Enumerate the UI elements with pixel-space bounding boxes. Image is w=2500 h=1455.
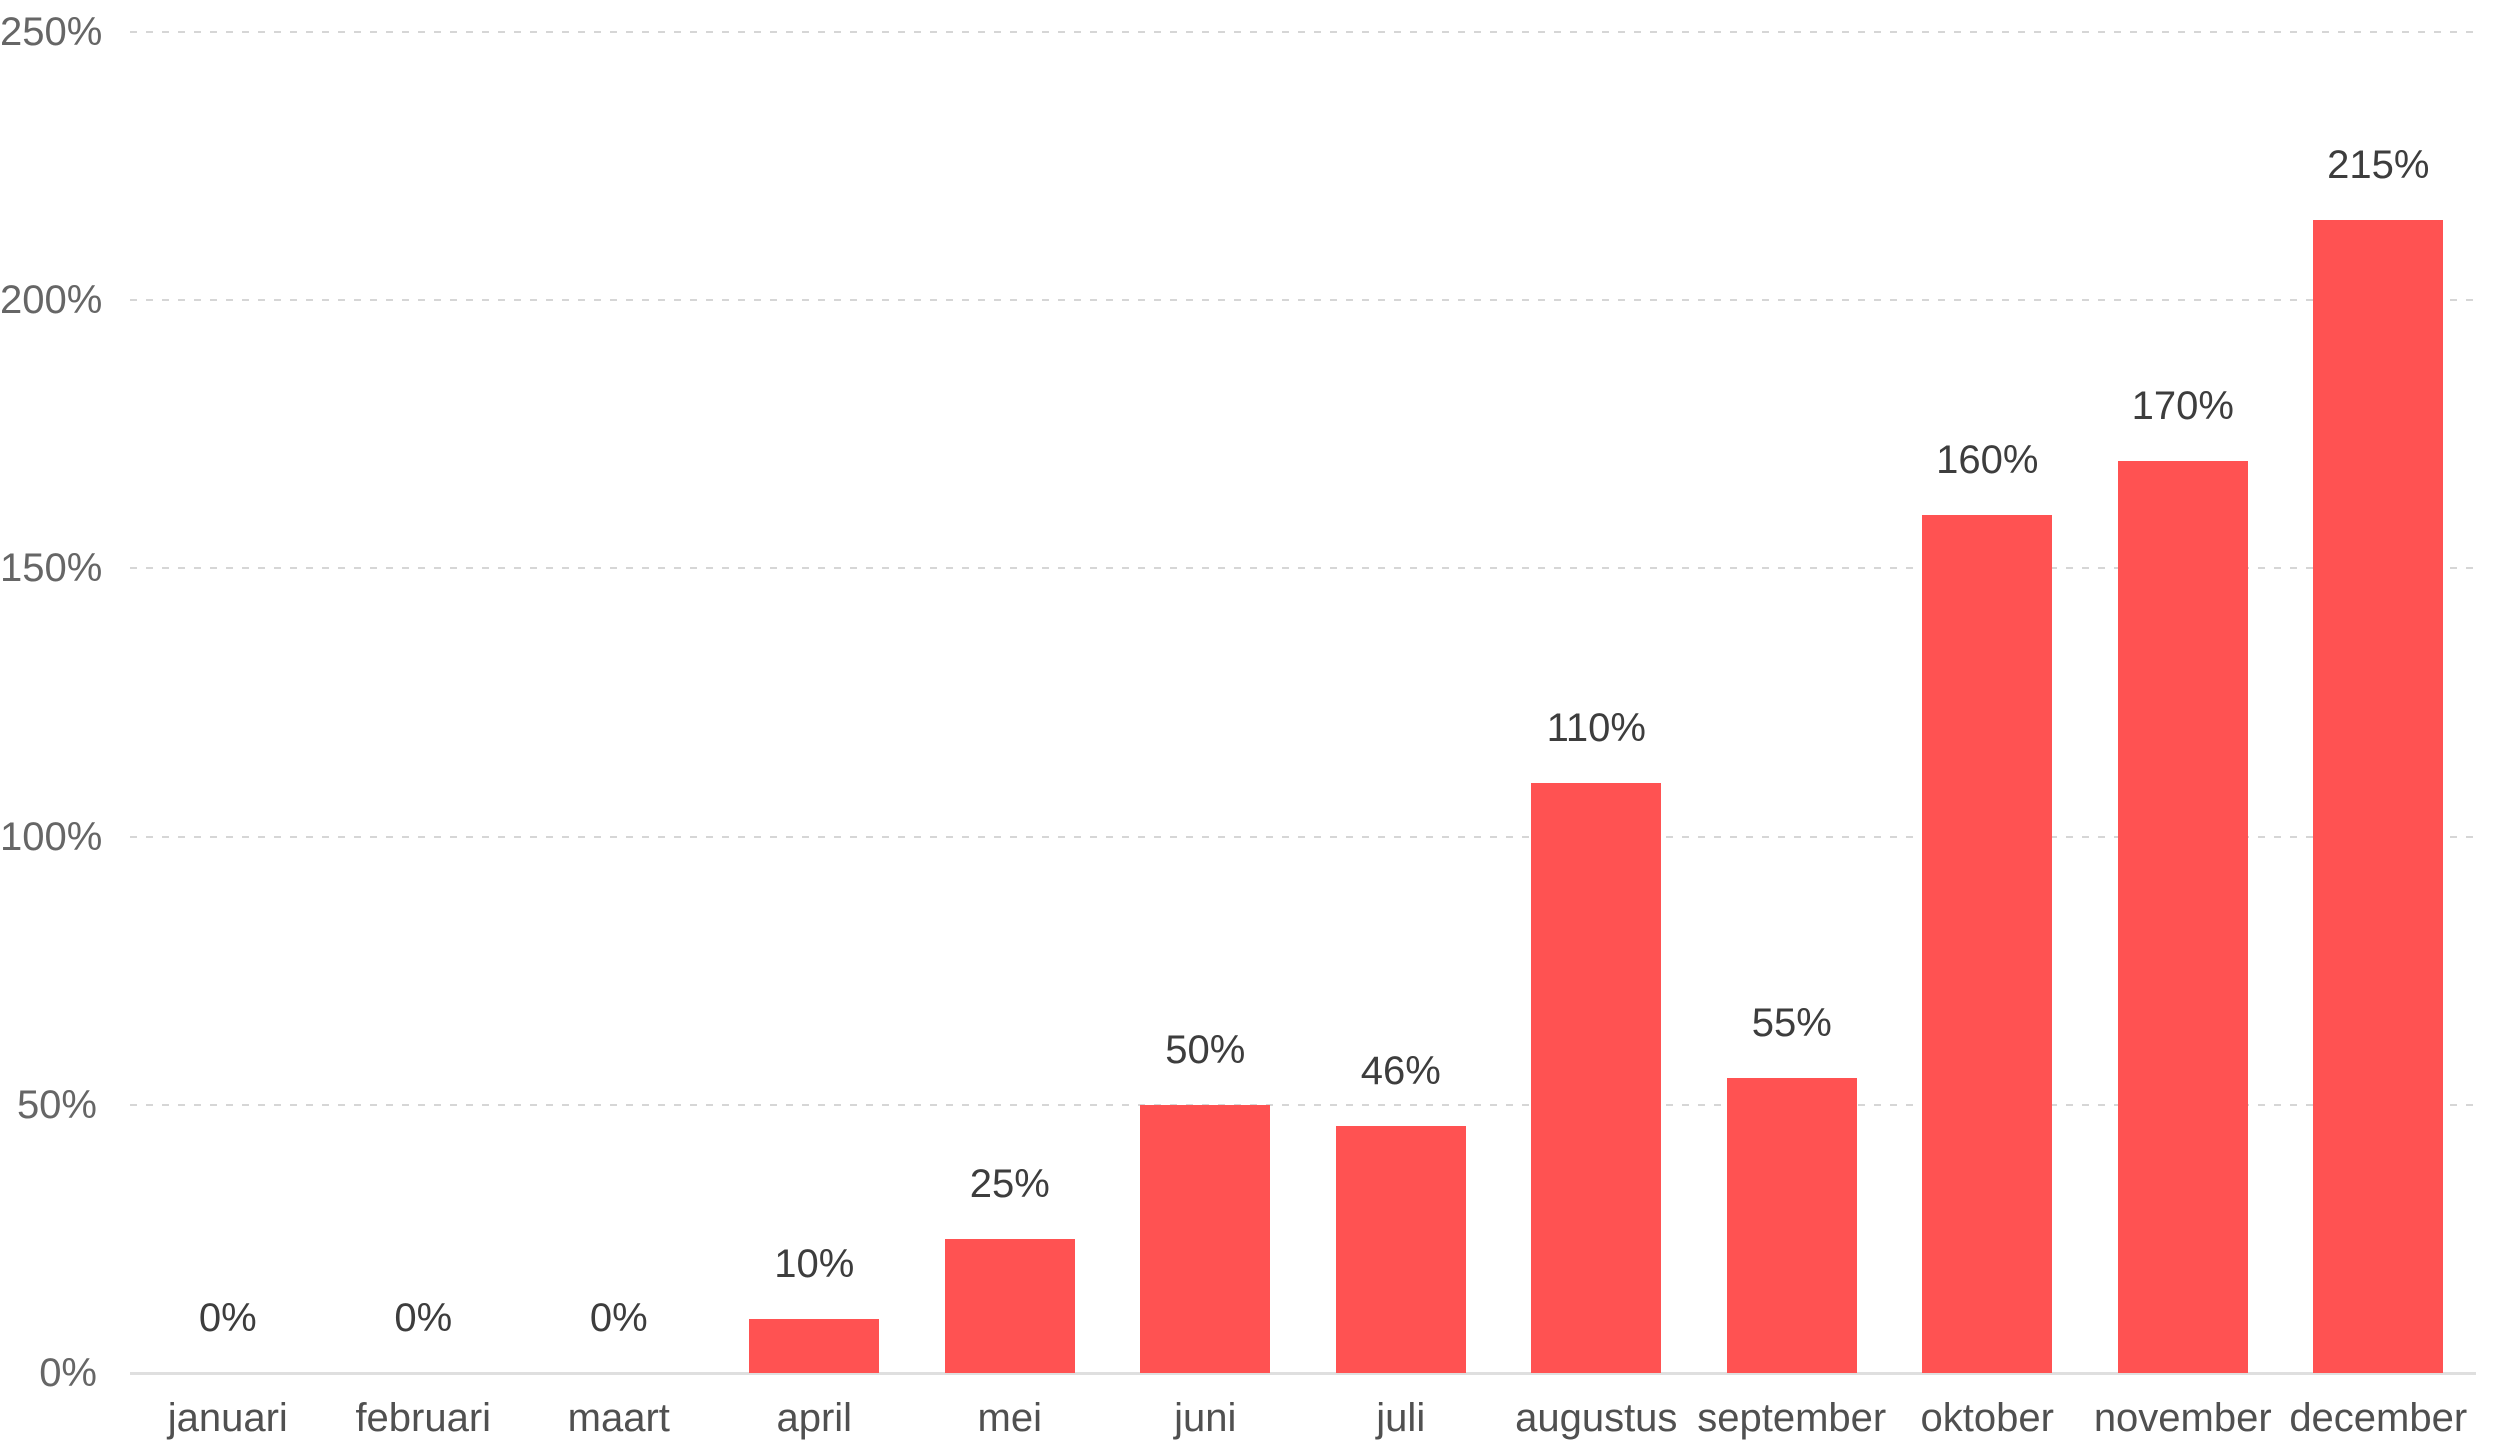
x-tick-label-juli: juli — [1376, 1396, 1426, 1440]
x-tick-label-juni: juni — [1174, 1396, 1237, 1440]
x-tick-label-maart: maart — [567, 1396, 670, 1440]
value-label-december: 215% — [2327, 142, 2430, 187]
bar-april — [749, 1319, 880, 1373]
value-label-februari: 0% — [394, 1296, 453, 1340]
gridline-150% — [130, 567, 2476, 570]
value-label-mei: 25% — [969, 1161, 1050, 1206]
bar-september — [1726, 1077, 1857, 1373]
value-label-augustus: 110% — [1546, 705, 1646, 750]
x-tick-label-augustus: augustus — [1515, 1396, 1678, 1440]
bar-juli — [1335, 1126, 1466, 1373]
x-tick-label-september: september — [1697, 1396, 1887, 1440]
value-label-oktober: 160% — [1936, 437, 2039, 482]
y-tick-label: 150% — [0, 546, 103, 591]
gridline-200% — [130, 299, 2476, 302]
value-label-januari: 0% — [198, 1296, 257, 1340]
value-label-september: 55% — [1751, 1000, 1832, 1045]
gridline-100% — [130, 835, 2476, 838]
y-tick-label: 100% — [0, 814, 103, 859]
y-tick-label: 200% — [0, 278, 103, 323]
y-tick-label: 50% — [16, 1082, 97, 1127]
x-tick-label-april: april — [776, 1396, 853, 1440]
bar-augustus — [1531, 782, 1662, 1373]
x-tick-label-november: november — [2093, 1396, 2272, 1440]
x-tick-label-mei: mei — [977, 1396, 1042, 1440]
value-label-april: 10% — [774, 1242, 855, 1287]
value-label-maart: 0% — [589, 1296, 648, 1340]
y-tick-label: 0% — [39, 1351, 97, 1395]
y-tick-label: 250% — [0, 10, 103, 54]
value-label-juli: 46% — [1360, 1049, 1441, 1094]
bar-oktober — [1922, 514, 2053, 1373]
bar-juni — [1140, 1104, 1271, 1373]
x-tick-label-januari: januari — [167, 1396, 288, 1440]
x-tick-label-december: december — [2289, 1396, 2468, 1440]
value-label-juni: 50% — [1165, 1027, 1246, 1072]
bar-mei — [944, 1238, 1075, 1373]
bar-december — [2313, 219, 2444, 1373]
gridline-50% — [130, 1103, 2476, 1106]
x-tick-label-februari: februari — [355, 1396, 492, 1440]
gridline-250% — [130, 31, 2476, 33]
x-tick-label-oktober: oktober — [1920, 1396, 2054, 1440]
x-axis-line — [130, 1372, 2476, 1375]
bar-november — [2117, 461, 2248, 1373]
value-label-november: 170% — [2131, 384, 2234, 429]
